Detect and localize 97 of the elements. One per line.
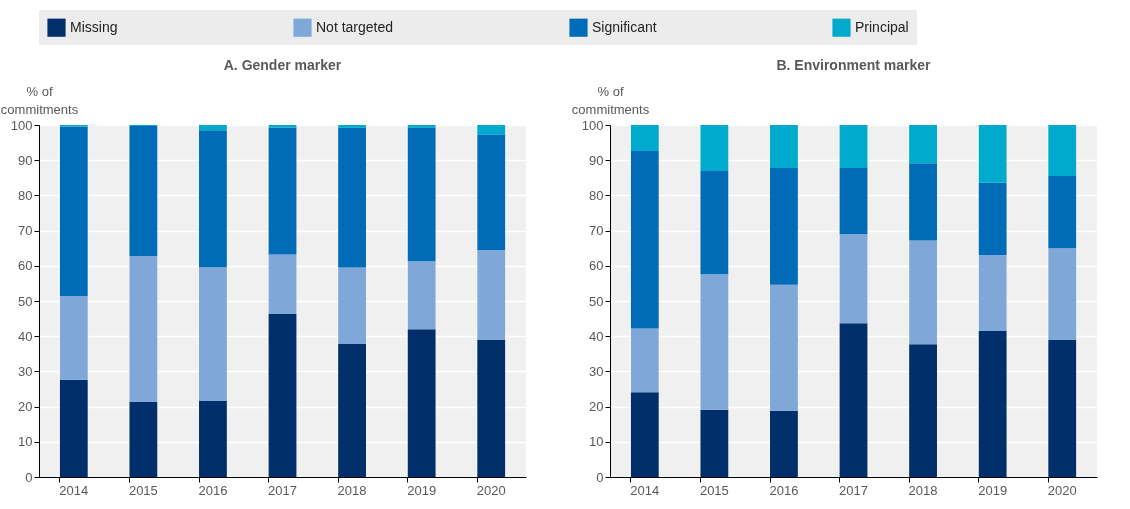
bar [630,151,659,329]
x-tick-label: 2018 [337,482,367,498]
bar [59,296,88,380]
legend-label: Significant [592,18,657,35]
y-tick-label: 60 [18,258,33,274]
y-tick-label: 80 [18,187,33,203]
y-tick-label: 80 [589,187,604,203]
bar [770,284,798,411]
bar [978,125,1007,183]
bar [630,392,659,477]
y-tick-label: 90 [18,152,33,168]
bar [199,267,227,401]
x-tick-label: 2017 [839,482,868,498]
y-tick-label: 20 [18,399,33,415]
bar [909,163,937,241]
x-tick-label: 2019 [407,482,437,498]
y-tick-label: 30 [589,363,604,379]
y-tick-label: 30 [18,363,33,379]
bar [199,400,227,477]
x-tick-label: 2019 [978,482,1008,498]
bar [700,171,729,275]
y-axis-title: % of commitments [0,83,79,117]
chart-title: A. Gender marker [223,57,342,73]
bar [268,254,297,315]
bar [839,323,868,477]
bar [477,125,506,135]
bar [407,127,436,262]
bar [770,410,798,477]
bar [630,125,659,152]
x-tick-label: 2020 [476,482,506,498]
bar [199,125,227,131]
legend-label: Principal [855,18,909,35]
bar [839,167,868,235]
bar [338,127,366,268]
y-tick-label: 100 [10,117,33,133]
legend-label: Missing [70,18,118,35]
bar [129,402,158,477]
bar [338,125,366,128]
bar [477,249,506,341]
x-tick-label: 2014 [630,482,660,498]
bar [770,167,798,285]
x-tick-label: 2017 [268,482,297,498]
bar [770,125,798,168]
y-tick-label: 50 [18,293,33,309]
x-tick-label: 2020 [1047,482,1077,498]
bar [978,254,1007,331]
bar [909,344,937,477]
x-tick-label: 2014 [59,482,89,498]
y-tick-label: 10 [18,434,33,450]
y-tick-label: 100 [581,117,604,133]
bar [477,134,506,250]
y-tick-label: 90 [589,152,604,168]
y-axis-title: % of commitments [571,83,650,117]
bar [630,328,659,393]
bar [477,340,506,477]
chart-title: B. Environment marker [776,57,932,73]
bar [978,330,1007,477]
y-tick-label: 0 [25,469,33,485]
bar [129,126,158,256]
bar [338,343,366,477]
bar [407,329,436,477]
bar [700,409,729,477]
y-tick-label: 70 [589,223,604,239]
y-tick-label: 70 [18,223,33,239]
bar [700,274,729,410]
y-tick-label: 40 [589,328,604,344]
bar [700,125,729,172]
bar [909,125,937,164]
y-tick-label: 60 [589,258,604,274]
y-tick-label: 20 [589,399,604,415]
y-tick-label: 0 [596,469,604,485]
bar [1048,248,1077,341]
bar [268,314,297,477]
legend-label: Not targeted [316,18,394,35]
x-tick-label: 2016 [769,482,799,498]
bar [129,255,158,403]
bar [59,126,88,297]
y-tick-label: 40 [18,328,33,344]
bar [338,267,366,344]
bar [978,182,1007,255]
bar [1048,340,1077,477]
bar [909,240,937,345]
y-tick-label: 10 [589,434,604,450]
bar [1048,176,1077,249]
x-tick-label: 2018 [908,482,938,498]
y-tick-label: 50 [589,293,604,309]
bar [268,127,297,255]
bar [199,130,227,268]
bar [1048,125,1077,177]
x-tick-label: 2016 [198,482,228,498]
bar [407,125,436,128]
bar [839,234,868,324]
bar [839,125,868,168]
x-tick-label: 2015 [699,482,729,498]
x-tick-label: 2015 [128,482,158,498]
bar [59,379,88,477]
bar [407,261,436,330]
